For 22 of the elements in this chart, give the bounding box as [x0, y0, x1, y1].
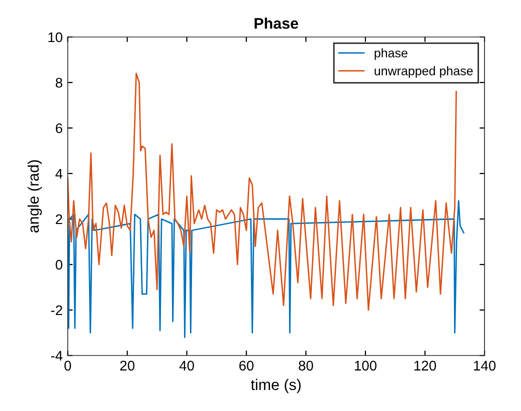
y-tick-label: 4	[55, 168, 62, 179]
x-tick-label: 120	[414, 360, 436, 371]
y-axis-title: angle (rad)	[28, 160, 42, 233]
x-tick-label: 40	[179, 360, 194, 371]
y-tick-label: 10	[48, 32, 62, 42]
legend-label: unwrapped phase	[374, 66, 473, 78]
y-tick-label: 2	[56, 214, 62, 224]
y-tick-label: 6	[56, 123, 62, 134]
line-series	[68, 200, 464, 338]
y-tick-label: 8	[56, 78, 62, 88]
x-tick-label: 0	[64, 360, 72, 371]
x-axis-title: time (s)	[250, 378, 301, 394]
x-tick-label: 100	[354, 360, 376, 371]
legend-label: phase	[374, 48, 408, 60]
y-tick-label: -2	[51, 305, 62, 316]
y-tick-label: 0	[56, 260, 62, 270]
x-tick-label: 60	[239, 360, 254, 371]
x-tick-label: 140	[474, 360, 496, 371]
x-tick-label: 80	[298, 360, 314, 371]
chart-title: Phase	[254, 18, 298, 29]
y-tick-label: -4	[51, 350, 62, 361]
x-tick-label: 20	[120, 360, 134, 371]
